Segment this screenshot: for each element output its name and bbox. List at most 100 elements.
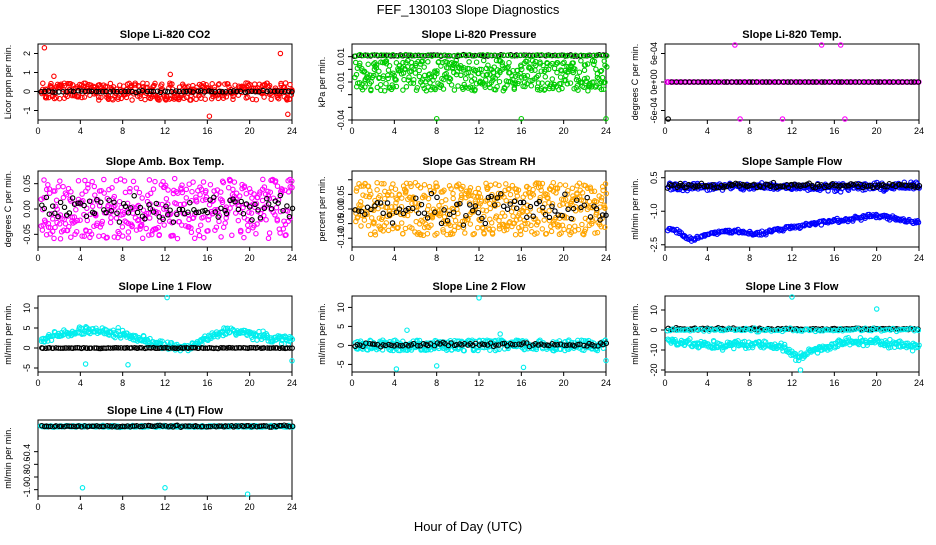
data-point bbox=[98, 94, 104, 101]
data-point bbox=[69, 214, 76, 221]
data-point bbox=[129, 223, 135, 229]
data-point bbox=[374, 180, 380, 186]
data-point bbox=[142, 216, 148, 222]
data-point bbox=[476, 66, 483, 73]
y-tick-label: -0.10 bbox=[336, 228, 346, 249]
data-point bbox=[130, 210, 136, 216]
data-point bbox=[466, 59, 472, 65]
data-point bbox=[230, 93, 236, 100]
data-point bbox=[66, 210, 73, 216]
data-point bbox=[433, 115, 440, 122]
data-point bbox=[93, 88, 100, 95]
data-point bbox=[78, 88, 85, 94]
data-point bbox=[146, 232, 152, 238]
data-point bbox=[278, 88, 285, 95]
data-point bbox=[261, 184, 268, 190]
data-point bbox=[99, 89, 106, 95]
data-point bbox=[195, 227, 202, 234]
data-point bbox=[234, 88, 240, 95]
data-point bbox=[560, 60, 566, 67]
data-point bbox=[362, 84, 368, 90]
data-point bbox=[518, 115, 525, 122]
data-point bbox=[282, 88, 288, 95]
data-point bbox=[576, 69, 583, 75]
data-point bbox=[844, 79, 850, 85]
data-point bbox=[455, 210, 461, 217]
data-point bbox=[401, 76, 407, 83]
data-point bbox=[233, 190, 240, 197]
x-tick-label: 0 bbox=[35, 253, 40, 263]
data-point bbox=[746, 79, 753, 85]
data-point bbox=[247, 218, 254, 224]
data-point bbox=[219, 89, 226, 95]
y-tick-label: -0.4 bbox=[22, 444, 32, 460]
panel-title: Slope Amb. Box Temp. bbox=[106, 156, 225, 168]
x-tick-label: 24 bbox=[601, 126, 611, 136]
data-point bbox=[546, 208, 552, 214]
data-point bbox=[57, 236, 64, 242]
panel-title: Slope Line 3 Flow bbox=[746, 281, 839, 293]
data-point bbox=[544, 52, 550, 58]
data-point bbox=[572, 52, 579, 58]
data-point bbox=[144, 88, 151, 95]
data-point bbox=[125, 235, 132, 241]
data-point bbox=[41, 205, 48, 212]
panel-y-label: kPa per min. bbox=[317, 57, 327, 108]
x-tick-label: 8 bbox=[434, 126, 439, 136]
data-point bbox=[234, 199, 241, 206]
data-point bbox=[139, 87, 146, 94]
data-point bbox=[539, 80, 545, 86]
data-point bbox=[424, 230, 431, 237]
data-point bbox=[91, 183, 98, 190]
data-point bbox=[769, 79, 776, 85]
data-point bbox=[782, 79, 789, 85]
data-point bbox=[139, 235, 146, 242]
data-point bbox=[193, 209, 199, 216]
data-point bbox=[280, 226, 287, 232]
data-point bbox=[183, 88, 189, 95]
panel-title: Slope Gas Stream RH bbox=[422, 156, 535, 168]
x-tick-label: 16 bbox=[516, 378, 526, 388]
data-point bbox=[579, 221, 585, 228]
data-point bbox=[222, 220, 228, 226]
data-point bbox=[84, 205, 90, 212]
data-point bbox=[261, 94, 267, 100]
data-point bbox=[528, 67, 535, 74]
data-point bbox=[137, 204, 144, 211]
data-point bbox=[75, 94, 82, 100]
data-point bbox=[118, 95, 124, 102]
data-point bbox=[514, 52, 520, 59]
data-point bbox=[190, 89, 196, 95]
data-point bbox=[212, 207, 218, 213]
data-point bbox=[598, 86, 605, 93]
panel-points bbox=[352, 295, 610, 372]
y-tick-label: -0.05 bbox=[336, 213, 346, 234]
data-point bbox=[505, 52, 511, 58]
data-point bbox=[570, 60, 576, 66]
data-point bbox=[479, 81, 485, 87]
data-point bbox=[197, 192, 203, 198]
data-point bbox=[603, 115, 609, 122]
data-point bbox=[433, 363, 440, 369]
data-point bbox=[354, 185, 360, 191]
data-point bbox=[528, 83, 535, 89]
data-point bbox=[569, 185, 576, 192]
y-tick-label: 0 bbox=[22, 345, 32, 350]
data-point bbox=[365, 61, 371, 68]
data-point bbox=[450, 190, 456, 197]
data-point bbox=[421, 64, 427, 70]
y-tick-label: 0.01 bbox=[336, 48, 346, 66]
data-point bbox=[79, 485, 86, 491]
panel-y-label: ml/min per min. bbox=[3, 427, 13, 489]
x-tick-label: 24 bbox=[601, 378, 611, 388]
y-tick-label: -0.01 bbox=[336, 72, 346, 93]
data-point bbox=[88, 82, 94, 88]
data-point bbox=[153, 200, 160, 207]
data-point bbox=[591, 58, 598, 65]
y-tick-label: -1.0 bbox=[649, 203, 659, 219]
data-point bbox=[584, 61, 591, 67]
data-point bbox=[83, 213, 90, 220]
data-point bbox=[524, 73, 531, 79]
data-point bbox=[205, 228, 211, 234]
data-point bbox=[143, 225, 149, 232]
